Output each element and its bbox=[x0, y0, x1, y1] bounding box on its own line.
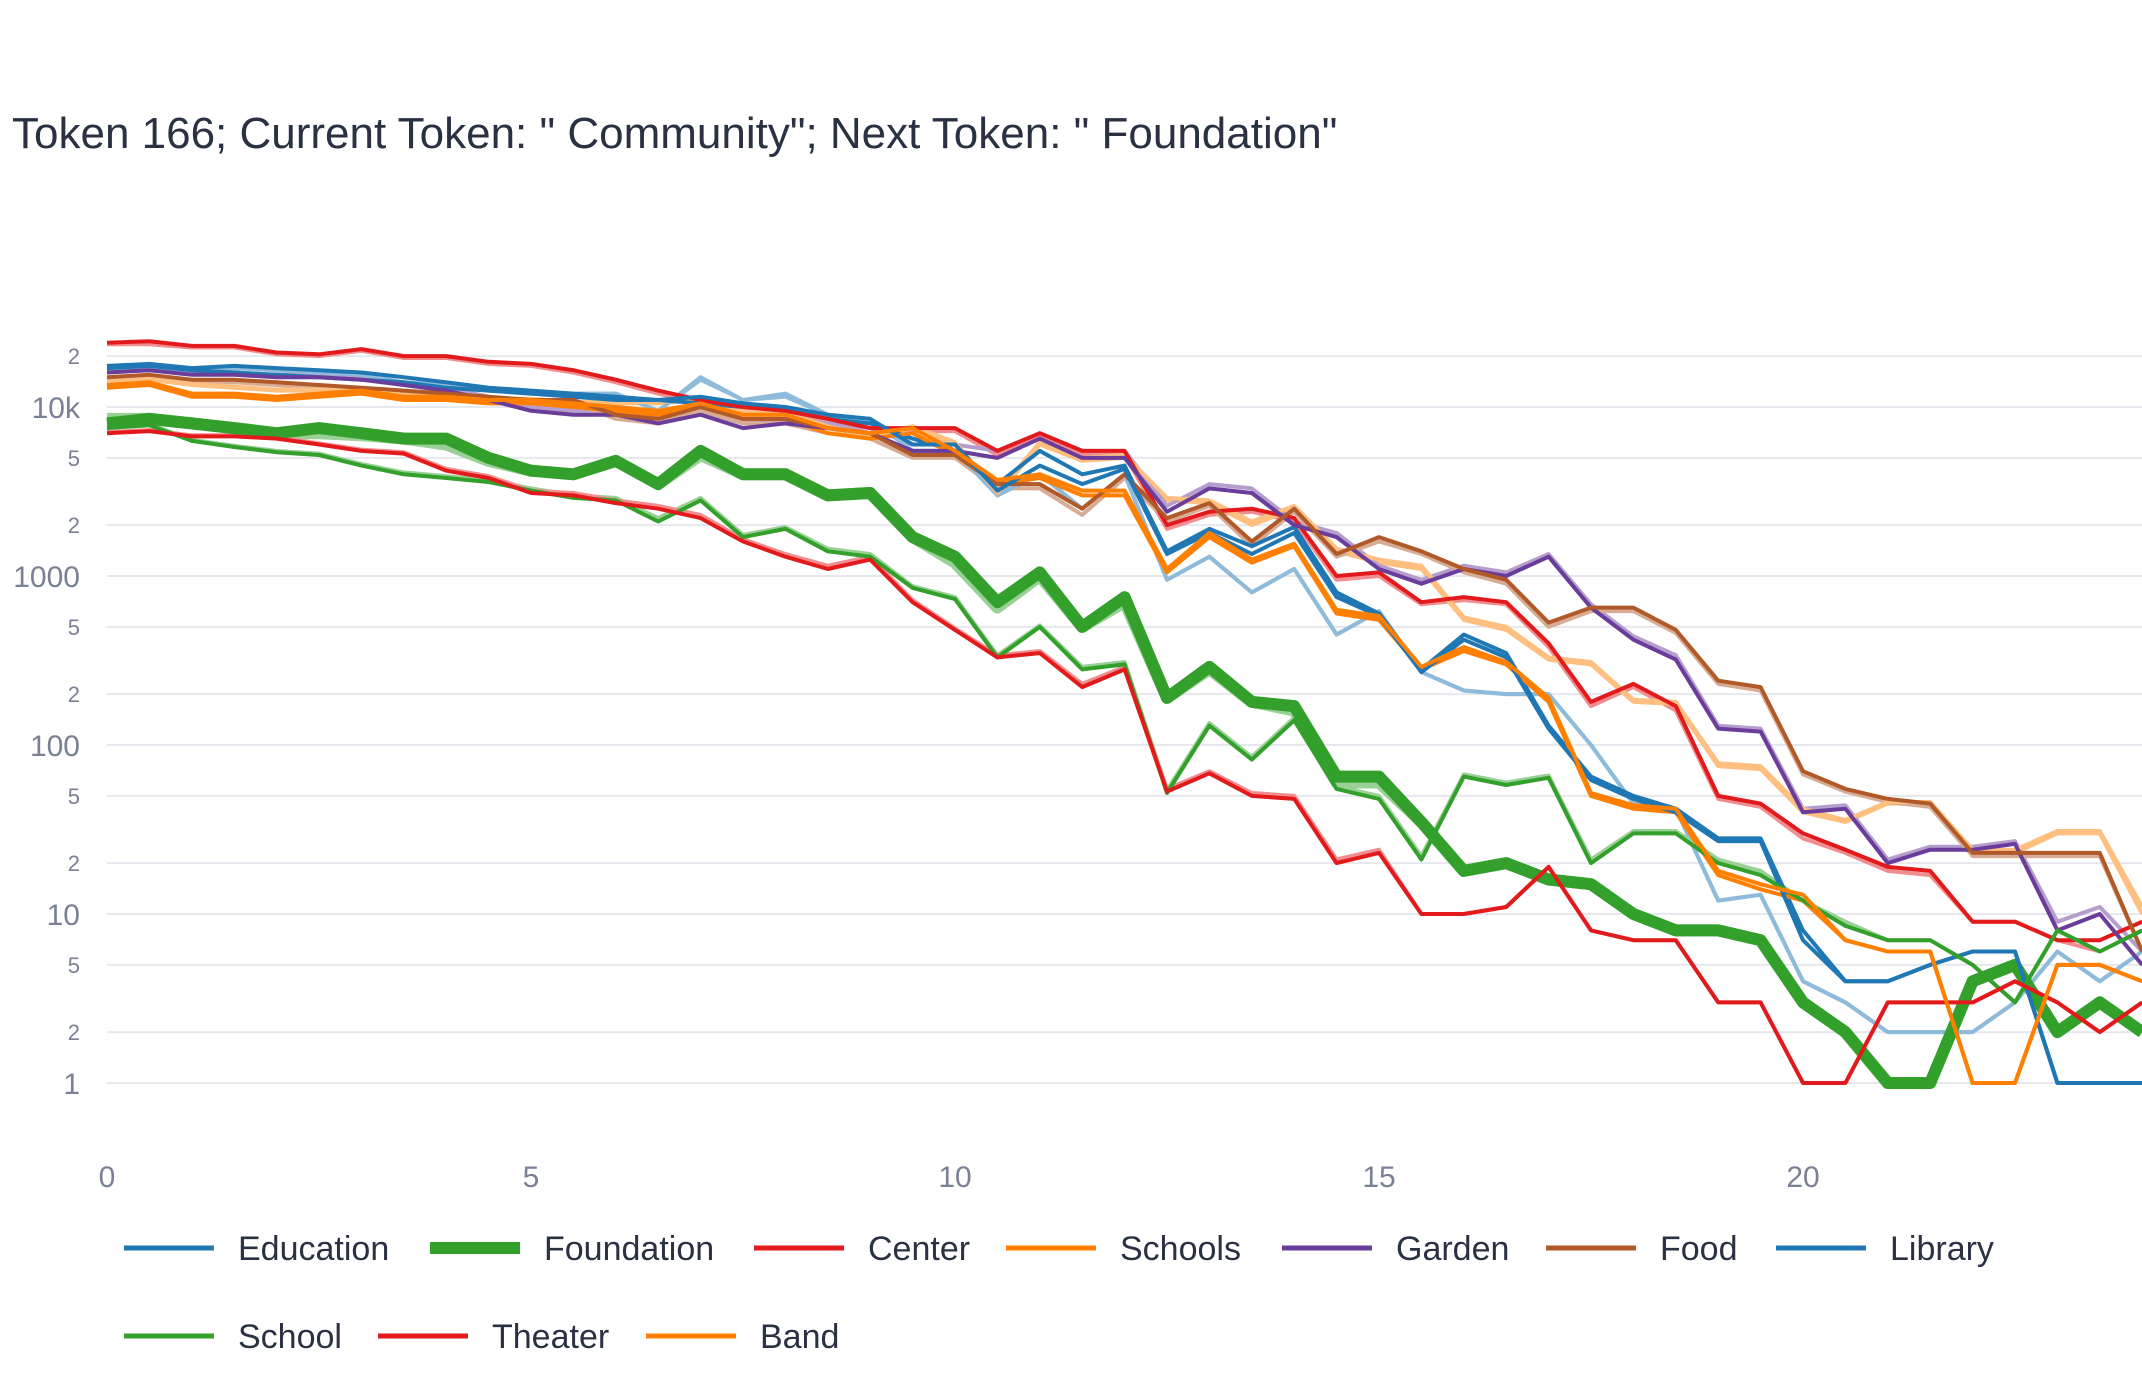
legend: Education Foundation Center Schools Garden Fo… bbox=[124, 1230, 1994, 1356]
legend-label: Garden bbox=[1396, 1230, 1509, 1268]
legend-item-food[interactable]: Food bbox=[1546, 1230, 1738, 1268]
y-tick-label: 10k bbox=[32, 392, 81, 425]
legend-item-center[interactable]: Center bbox=[754, 1230, 970, 1268]
legend-label: Library bbox=[1890, 1230, 1994, 1268]
legend-label: Theater bbox=[492, 1318, 609, 1356]
series-line-foundation bbox=[106, 412, 2142, 1089]
y-tick-label-minor: 2 bbox=[68, 682, 80, 707]
legend-item-education[interactable]: Education bbox=[124, 1230, 389, 1268]
y-tick-label: 1000 bbox=[13, 561, 80, 594]
series-line-theater bbox=[106, 429, 2142, 1085]
y-tick-label: 100 bbox=[30, 730, 80, 763]
legend-item-school[interactable]: School bbox=[124, 1318, 342, 1356]
legend-item-foundation[interactable]: Foundation bbox=[430, 1230, 714, 1268]
legend-label: Schools bbox=[1120, 1230, 1241, 1268]
series-line-center bbox=[106, 339, 2142, 943]
series-line-food bbox=[106, 372, 2142, 953]
y-tick-label-minor: 5 bbox=[68, 953, 80, 978]
legend-item-garden[interactable]: Garden bbox=[1282, 1230, 1509, 1268]
chart-title: Token 166; Current Token: " Community"; … bbox=[12, 109, 1337, 158]
legend-label: School bbox=[238, 1318, 342, 1356]
y-tick-label-minor: 2 bbox=[68, 344, 80, 369]
y-tick-label: 10 bbox=[47, 899, 80, 932]
series-line-library bbox=[106, 361, 2142, 1085]
series-line-garden bbox=[106, 368, 2142, 967]
x-tick-label: 20 bbox=[1786, 1161, 1819, 1194]
y-tick-label-minor: 5 bbox=[68, 446, 80, 471]
legend-item-library[interactable]: Library bbox=[1776, 1230, 1994, 1268]
legend-label: Food bbox=[1660, 1230, 1738, 1268]
y-tick-label-minor: 5 bbox=[68, 615, 80, 640]
y-tick-label: 1 bbox=[63, 1068, 80, 1101]
legend-item-band[interactable]: Band bbox=[646, 1318, 839, 1356]
legend-label: Foundation bbox=[544, 1230, 714, 1268]
series-line-school bbox=[106, 423, 2142, 1005]
legend-item-schools[interactable]: Schools bbox=[1006, 1230, 1241, 1268]
y-tick-label-minor: 2 bbox=[68, 1020, 80, 1045]
legend-item-theater[interactable]: Theater bbox=[378, 1318, 609, 1356]
legend-label: Education bbox=[238, 1230, 389, 1268]
legend-label: Band bbox=[760, 1318, 839, 1356]
series-line-band bbox=[106, 380, 2142, 1085]
y-tick-label-minor: 2 bbox=[68, 513, 80, 538]
legend-label: Center bbox=[868, 1230, 970, 1268]
y-tick-label-minor: 2 bbox=[68, 851, 80, 876]
series-line-school-alt bbox=[106, 422, 2142, 1005]
y-axis-ticks: 1 10 100 1000 10k 2 5 2 5 2 5 2 5 2 bbox=[13, 344, 81, 1101]
series-line-theater-alt bbox=[106, 428, 2142, 1085]
x-tick-label: 5 bbox=[523, 1161, 540, 1194]
series-lines bbox=[106, 339, 2142, 1089]
x-tick-label: 15 bbox=[1362, 1161, 1395, 1194]
x-axis-ticks: 0 5 10 15 20 bbox=[99, 1161, 1820, 1194]
y-tick-label-minor: 5 bbox=[68, 784, 80, 809]
series-line-education bbox=[106, 363, 2142, 1085]
x-tick-label: 10 bbox=[938, 1161, 971, 1194]
series-line-foundation-alt bbox=[107, 412, 2142, 1089]
x-tick-label: 0 bbox=[99, 1161, 116, 1194]
